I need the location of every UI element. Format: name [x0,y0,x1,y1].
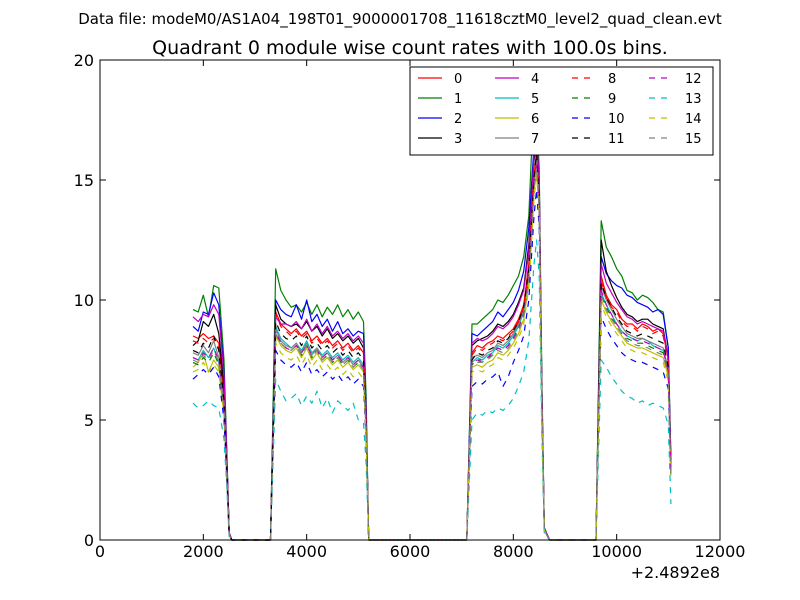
legend-label-4: 4 [531,72,539,87]
legend-label-3: 3 [454,132,462,147]
legend-label-9: 9 [608,92,616,107]
y-tick-label: 10 [74,291,94,310]
legend-label-0: 0 [454,72,462,87]
legend-label-15: 15 [685,132,702,147]
legend-label-10: 10 [608,112,625,127]
legend-label-7: 7 [531,132,539,147]
x-tick-label: 8000 [493,542,534,561]
series-layer [192,95,672,541]
y-tick-label: 20 [74,51,94,70]
legend-box [409,66,714,156]
series-line-13 [192,239,672,541]
series-line-15 [192,167,672,541]
legend-label-6: 6 [531,112,539,127]
x-tick-label: 6000 [390,542,431,561]
x-tick-label: 12000 [695,542,746,561]
y-tick-label: 15 [74,171,94,190]
x-tick-label: 10000 [591,542,642,561]
series-line-4 [192,138,672,541]
chart-title: Quadrant 0 module wise count rates with … [152,37,668,59]
series-line-14 [192,174,672,541]
legend-label-14: 14 [685,112,702,127]
legend-label-13: 13 [685,92,702,107]
series-line-12 [192,162,672,541]
x-tick-label: 0 [95,542,105,561]
x-tick-label: 2000 [183,542,224,561]
legend-label-12: 12 [685,72,702,87]
x-offset-label: +2.4892e8 [631,563,720,582]
figure-suptitle: Data file: modeM0/AS1A04_198T01_90000017… [78,10,722,29]
legend-label-5: 5 [531,92,539,107]
y-tick-label: 0 [84,531,94,550]
legend-label-8: 8 [608,72,616,87]
series-line-1 [192,95,672,541]
x-tick-label: 4000 [286,542,327,561]
legend-label-2: 2 [454,112,462,127]
legend-label-11: 11 [608,132,625,147]
series-line-11 [192,153,672,541]
y-tick-label: 5 [84,411,94,430]
legend-label-1: 1 [454,92,462,107]
